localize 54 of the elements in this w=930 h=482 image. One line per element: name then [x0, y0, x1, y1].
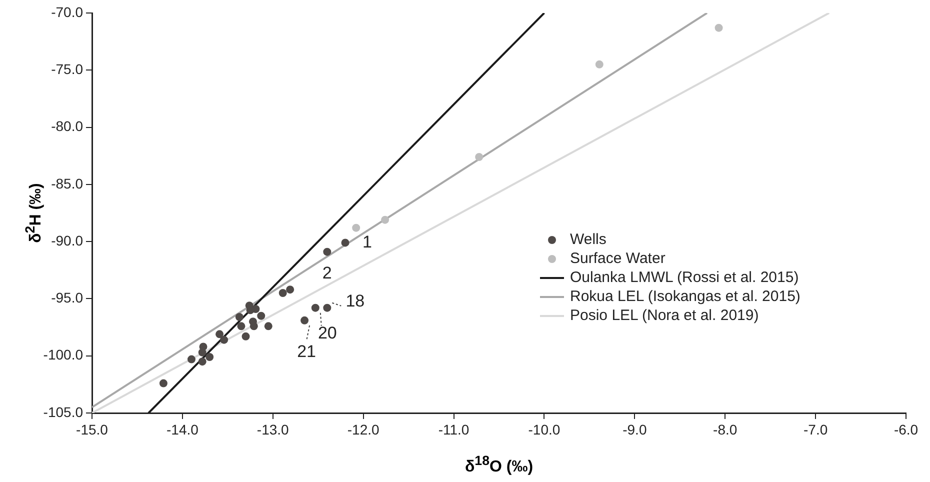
y-tick-label: -80.0	[51, 118, 84, 134]
y-tick-label: -70.0	[51, 4, 84, 20]
annotation: 21	[297, 342, 316, 362]
point	[352, 224, 360, 232]
point	[206, 353, 214, 361]
y-tick-label: -75.0	[51, 61, 84, 77]
x-tick-label: -15.0	[76, 421, 108, 438]
point	[323, 248, 332, 256]
point	[323, 304, 332, 312]
x-tick-label: -8.0	[713, 421, 738, 438]
point	[714, 24, 723, 32]
x-tick-label: -9.0	[622, 421, 647, 438]
point	[286, 286, 294, 294]
point	[242, 332, 250, 340]
point	[278, 289, 287, 297]
point	[250, 322, 258, 330]
annotation: 2	[322, 264, 332, 283]
x-tick-label: -13.0	[256, 421, 290, 438]
x-tick-label: -10.0	[528, 421, 560, 438]
point	[381, 216, 390, 224]
point	[198, 358, 206, 366]
x-axis-title: δ$^{18}$O (‰)	[464, 453, 534, 476]
y-tick-label: -100.0	[43, 346, 84, 363]
x-tick-label: -7.0	[803, 421, 828, 438]
point	[235, 313, 244, 321]
legend-label: Oulanka LMWL (Rossi et al. 2015)	[570, 268, 799, 287]
point	[159, 379, 168, 388]
point	[257, 312, 266, 320]
point	[595, 60, 604, 68]
x-tick-label: -6.0	[894, 421, 918, 438]
x-tick-label: -12.0	[347, 421, 380, 438]
point	[198, 348, 206, 356]
y-tick-label: -85.0	[51, 175, 84, 192]
annotation: 1	[362, 232, 372, 252]
annotation: 20	[318, 324, 337, 343]
legend-label: Rokua LEL (Isokangas et al. 2015)	[570, 287, 800, 306]
y-tick-label: -90.0	[51, 232, 84, 248]
point	[187, 355, 196, 364]
point	[475, 153, 484, 161]
point	[300, 316, 309, 324]
point	[311, 304, 320, 312]
legend-label: Wells	[570, 230, 606, 249]
y-tick-label: -105.0	[43, 404, 84, 420]
annotation: 18	[346, 292, 365, 311]
point	[264, 322, 272, 330]
y-tick-label: -95.0	[51, 290, 84, 306]
point	[220, 336, 228, 344]
legend-label: Surface Water	[570, 249, 666, 268]
point	[237, 322, 246, 330]
legend-label: Posio LEL (Nora et al. 2019)	[570, 306, 759, 325]
point	[341, 238, 350, 247]
x-tick-label: -14.0	[166, 421, 199, 438]
x-tick-label: -11.0	[438, 421, 470, 438]
point	[216, 330, 224, 338]
